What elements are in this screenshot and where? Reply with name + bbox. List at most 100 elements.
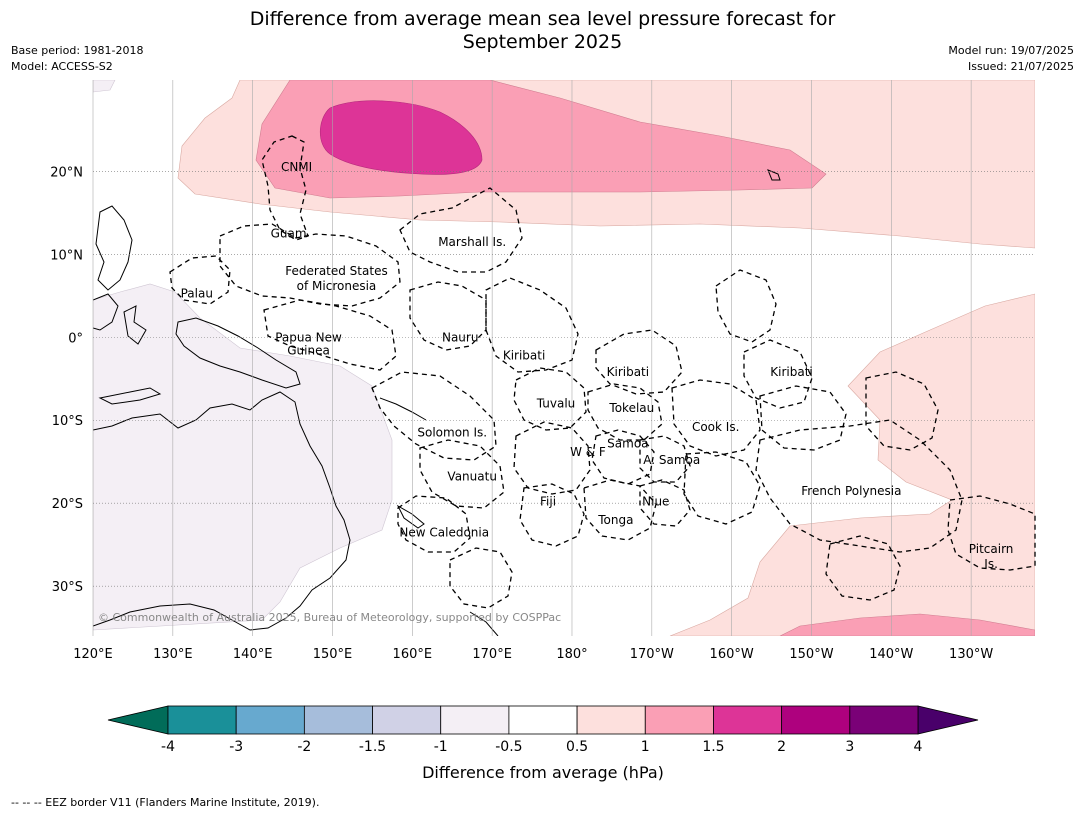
eez-border bbox=[449, 547, 513, 609]
region-label: French Polynesia bbox=[801, 484, 901, 498]
colorbar-segment bbox=[235, 705, 305, 735]
colorbar-segment bbox=[781, 705, 851, 735]
borneo-coastline bbox=[93, 293, 119, 331]
eez-border bbox=[587, 383, 663, 441]
region-label: W & F bbox=[570, 445, 606, 459]
eez-border bbox=[759, 385, 847, 451]
eez-borders bbox=[169, 135, 1036, 609]
new-caledonia-coastline bbox=[396, 504, 425, 529]
region-label: Kiribati bbox=[503, 349, 545, 363]
timor-coastline bbox=[98, 387, 162, 405]
colorbar-tick-label: 1.5 bbox=[702, 739, 724, 755]
lat-tick-label: 10°S bbox=[52, 414, 83, 429]
colorbar-segment bbox=[644, 705, 714, 735]
colorbar-tick-label: 4 bbox=[914, 739, 923, 755]
region-label: Nauru bbox=[442, 330, 478, 344]
region-label: Fiji bbox=[540, 495, 556, 509]
region-label: Is. bbox=[984, 557, 998, 571]
forecast-info-right: Model run: 19/07/2025 Issued: 21/07/2025 bbox=[948, 43, 1074, 75]
lon-tick-label: 170°W bbox=[630, 647, 674, 662]
lon-tick-label: 170°E bbox=[472, 647, 512, 662]
eez-border bbox=[371, 371, 497, 461]
colorbar-segment bbox=[372, 705, 442, 735]
colorbar-segment bbox=[303, 705, 373, 735]
region-label: Solomon Is. bbox=[417, 426, 487, 440]
colorbar-tick-label: 2 bbox=[777, 739, 786, 755]
copyright-notice: © Commonwealth of Australia 2025, Bureau… bbox=[98, 611, 561, 624]
eez-border bbox=[715, 269, 777, 343]
colorbar-tick-label: -1.5 bbox=[359, 739, 386, 755]
philippines-coastline bbox=[95, 205, 133, 291]
negative-anomaly-west bbox=[93, 283, 393, 631]
region-label: Palau bbox=[181, 286, 213, 300]
eez-border bbox=[419, 439, 505, 509]
lon-tick-label: 120°E bbox=[73, 647, 113, 662]
region-label: Niue bbox=[642, 495, 669, 509]
eez-border bbox=[865, 371, 939, 451]
colorbar-segment bbox=[508, 705, 578, 735]
region-label: Papua New bbox=[275, 330, 342, 344]
lat-tick-label: 20°S bbox=[52, 497, 83, 512]
lat-tick-label: 0° bbox=[68, 331, 83, 346]
lon-tick-label: 160°E bbox=[393, 647, 433, 662]
lon-tick-label: 140°E bbox=[233, 647, 273, 662]
eez-border bbox=[513, 367, 587, 431]
map-title-line2: September 2025 bbox=[462, 31, 623, 53]
solomon-islands-coastline bbox=[379, 397, 427, 421]
colorbar-under-arrow bbox=[107, 705, 169, 735]
lat-tick-label: 10°N bbox=[50, 248, 83, 263]
forecast-info-left: Base period: 1981-2018 Model: ACCESS-S2 bbox=[11, 43, 143, 75]
colorbar: -4 -3 -2 -1.5 -1 -0.5 0.5 1 1.5 2 3 4 bbox=[107, 705, 979, 755]
eez-border bbox=[639, 479, 691, 527]
base-period: Base period: 1981-2018 bbox=[11, 44, 144, 57]
positive-anomaly-north-core bbox=[319, 100, 483, 175]
eez-border bbox=[485, 277, 579, 373]
lon-tick-label: 140°W bbox=[869, 647, 913, 662]
eez-border bbox=[519, 483, 585, 547]
region-label: Kiribati bbox=[770, 365, 812, 379]
region-label: New Caledonia bbox=[399, 525, 489, 539]
region-label: Tokelau bbox=[608, 401, 654, 415]
eez-border bbox=[947, 495, 1036, 571]
region-label: Kiribati bbox=[607, 365, 649, 379]
eez-border bbox=[595, 329, 683, 395]
eez-border bbox=[169, 255, 231, 305]
eez-border bbox=[219, 223, 401, 307]
map-title: Difference from average mean sea level p… bbox=[0, 8, 1085, 54]
region-label: Federated States bbox=[285, 264, 387, 278]
lat-tick-label: 20°N bbox=[50, 165, 83, 180]
map-frame bbox=[93, 80, 1035, 636]
eez-border bbox=[513, 421, 591, 495]
longitude-tick-labels: 120°E 130°E 140°E 150°E 160°E 170°E 180° 170°W 1… bbox=[73, 647, 993, 662]
colorbar-tick-label: -2 bbox=[297, 739, 311, 755]
model-name: Model: ACCESS-S2 bbox=[11, 60, 113, 73]
lon-tick-label: 160°W bbox=[710, 647, 754, 662]
lon-tick-label: 130°E bbox=[153, 647, 193, 662]
eez-border bbox=[639, 435, 691, 483]
colorbar-tick-label: 0.5 bbox=[566, 739, 588, 755]
lon-tick-label: 180° bbox=[556, 647, 587, 662]
region-label: Samoa bbox=[607, 436, 648, 450]
region-label: Tonga bbox=[597, 513, 633, 527]
eez-border bbox=[263, 299, 397, 371]
eez-border bbox=[583, 479, 657, 541]
eez-border bbox=[755, 419, 963, 553]
colorbar-segment bbox=[713, 705, 783, 735]
colorbar-tick-label: -1 bbox=[434, 739, 448, 755]
region-label: A. Samoa bbox=[643, 453, 700, 467]
sulawesi-coastline bbox=[123, 305, 147, 345]
eez-footnote: -- -- -- EEZ border V11 (Flanders Marine… bbox=[11, 796, 320, 809]
positive-anomaly-southeast bbox=[669, 293, 1035, 636]
region-label: Tuvalu bbox=[536, 397, 576, 411]
region-label: CNMI bbox=[281, 160, 312, 174]
map-title-line1: Difference from average mean sea level p… bbox=[249, 8, 836, 30]
region-label: Guam bbox=[271, 227, 307, 241]
colorbar-label: Difference from average (hPa) bbox=[422, 763, 664, 782]
new-zealand-coastline bbox=[469, 611, 499, 636]
colorbar-segment bbox=[576, 705, 646, 735]
colorbar-over-arrow bbox=[917, 705, 979, 735]
colorbar-tick-label: -3 bbox=[229, 739, 243, 755]
negative-anomaly-northwest bbox=[93, 80, 116, 93]
